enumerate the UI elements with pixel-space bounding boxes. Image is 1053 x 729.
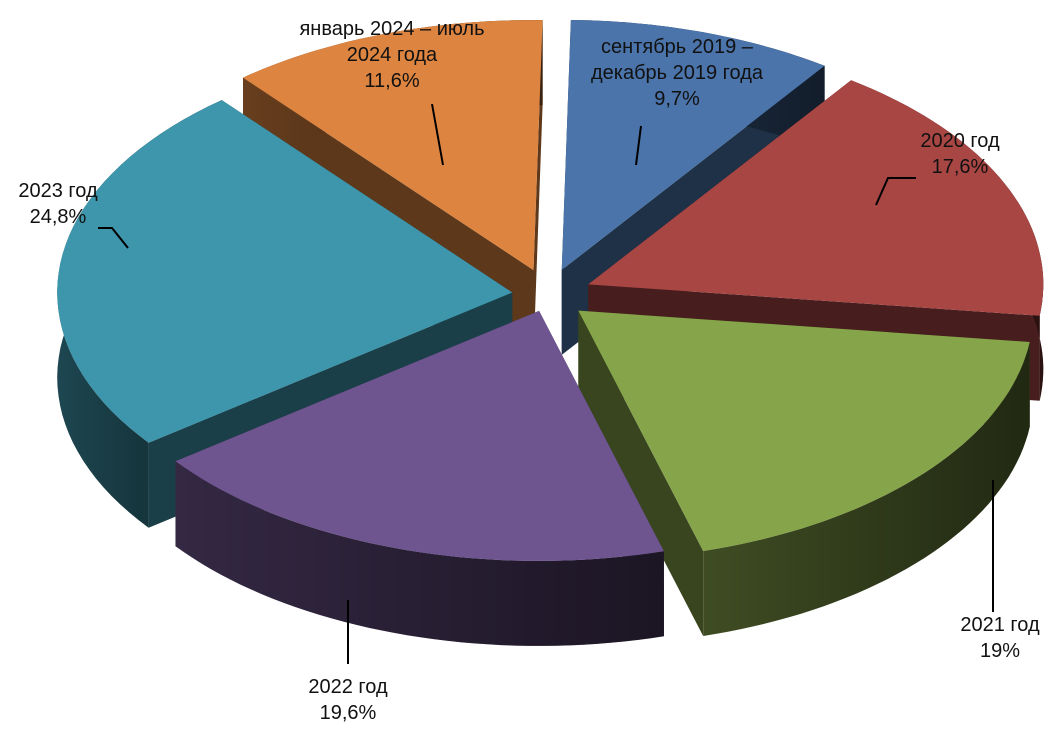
leader-line-4 [98,227,129,249]
slice-label-name: 2022 год [308,676,388,698]
leader-line-0 [635,125,642,166]
slice-tops [57,20,1044,561]
slice-outer-shade-2 [703,342,1030,636]
slice-label-value: 19% [979,640,1021,662]
slice-label-value: 19,6% [319,702,377,724]
slice-top-0 [561,20,825,270]
slice-top-3 [175,310,664,561]
slice-label-2020: 2020 год 17,6% [920,128,999,180]
leader-line-5 [431,103,444,166]
slice-label-2021: 2021 год 19% [960,612,1039,664]
slice-label-value: 11,6% [364,70,420,92]
slice-label-jan-jul-2024: январь 2024 – июль 2024 года 11,6% [287,16,497,94]
slice-label-2023: 2023 год 24,8% [18,178,97,230]
slice-label-value: 9,7% [654,88,700,110]
slice-wall-2-1 [578,310,704,637]
slice-top-4 [57,100,513,443]
slice-label-value: 17,6% [931,156,989,178]
slice-top-1 [588,80,1044,316]
slice-label-name: январь 2024 – июль 2024 года [299,18,485,66]
slice-label-name: сентябрь 2019 – декабрь 2019 года [590,36,764,84]
slice-label-sep-dec-2019: сентябрь 2019 – декабрь 2019 года 9,7% [562,34,792,112]
slice-label-2022: 2022 год 19,6% [308,674,387,726]
slice-outer-shade-3 [175,461,664,646]
slice-label-name: 2021 год [960,614,1040,636]
slice-top-5 [243,20,543,271]
slice-label-value: 24,8% [29,206,87,228]
leader-line-1 [875,177,916,206]
slice-label-name: 2020 год [920,130,1000,152]
slice-label-name: 2023 год [18,180,98,202]
leader-lines [98,103,994,664]
slice-top-2 [578,310,1030,551]
